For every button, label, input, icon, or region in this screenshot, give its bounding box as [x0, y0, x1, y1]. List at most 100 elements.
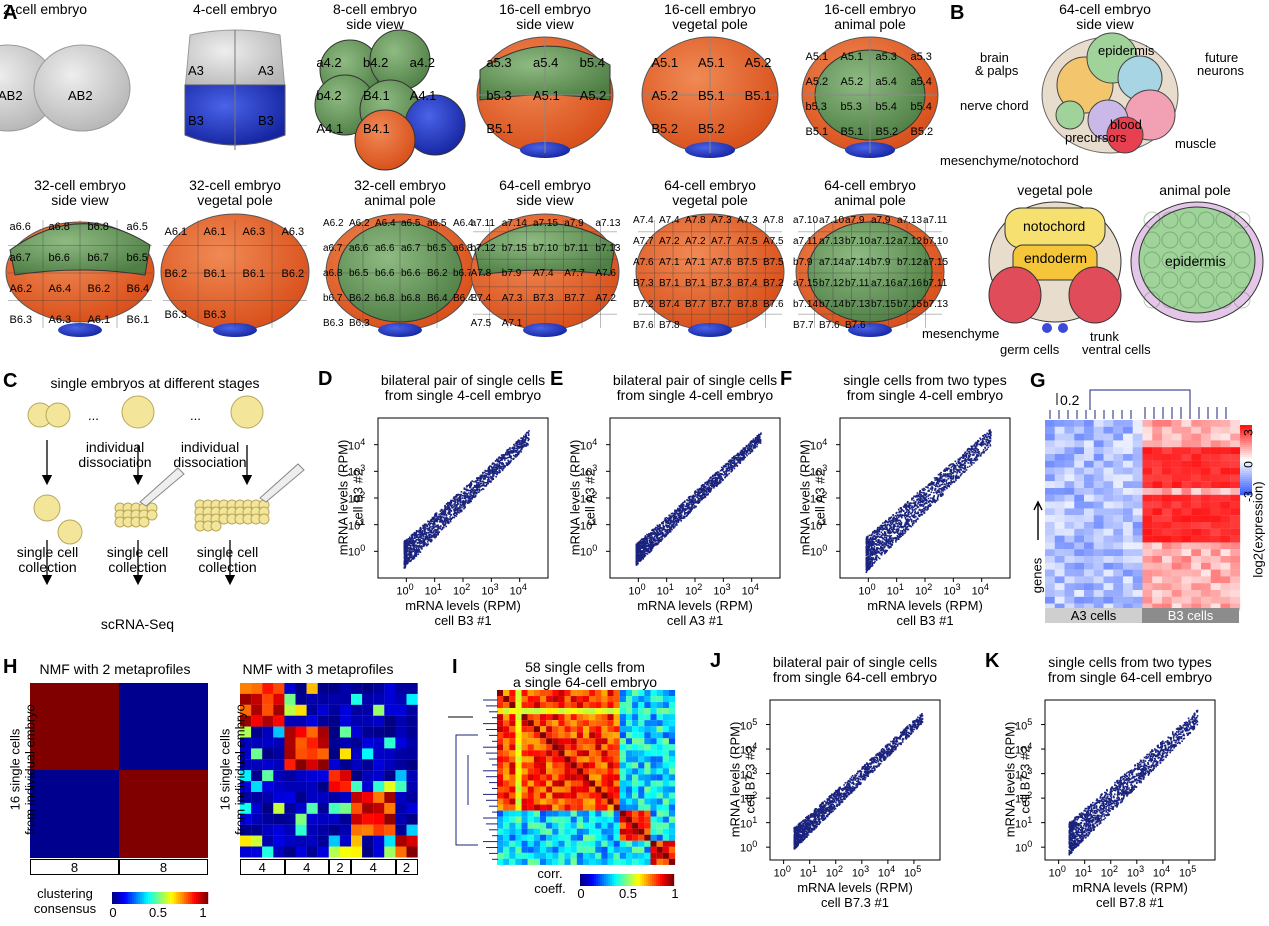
- data-point: [418, 541, 421, 544]
- data-point: [904, 512, 907, 514]
- data-point: [654, 538, 656, 540]
- data-point: [448, 506, 450, 508]
- data-point: [718, 475, 720, 477]
- data-point: [508, 456, 511, 458]
- data-point: [923, 512, 925, 514]
- cell-label: a7.14: [501, 217, 527, 229]
- data-point: [871, 560, 873, 563]
- data-point: [638, 551, 641, 553]
- data-point: [649, 545, 651, 547]
- data-point: [516, 449, 519, 451]
- data-point: [463, 504, 466, 507]
- cell-label: A7.1: [659, 257, 680, 269]
- data-point: [658, 538, 660, 541]
- data-point: [478, 486, 480, 489]
- data-point: [658, 537, 660, 539]
- data-point: [983, 443, 985, 445]
- data-point: [702, 496, 705, 499]
- cell-label: b6.8: [87, 220, 109, 233]
- data-point: [687, 504, 690, 507]
- data-point: [480, 488, 483, 491]
- cell-outline: [1161, 251, 1179, 269]
- data-point: [962, 457, 964, 459]
- data-point: [871, 533, 873, 535]
- data-point: [970, 449, 972, 452]
- data-point: [915, 512, 918, 515]
- data-point: [643, 554, 646, 556]
- data-point: [736, 454, 739, 457]
- cell-label: B6.1: [242, 267, 266, 280]
- data-point: [403, 551, 406, 553]
- data-point: [981, 441, 983, 443]
- data-point: [441, 515, 443, 518]
- data-point: [654, 528, 657, 530]
- data-point: [876, 555, 878, 557]
- y-axis-label: cell B3 #2: [350, 468, 366, 527]
- data-point: [641, 543, 643, 546]
- data-point: [429, 523, 432, 525]
- data-point: [460, 510, 463, 512]
- data-point: [418, 545, 421, 548]
- data-point: [673, 514, 676, 517]
- data-point: [647, 534, 650, 536]
- data-point: [747, 453, 750, 455]
- y-tick-label: 104: [348, 436, 366, 453]
- data-point: [955, 462, 958, 465]
- data-point: [641, 545, 643, 547]
- data-point: [645, 548, 648, 551]
- a2-title-5-1: animal pole: [834, 192, 906, 208]
- data-point: [937, 482, 939, 484]
- data-point: [456, 513, 458, 515]
- data-point: [939, 473, 941, 476]
- data-point: [733, 467, 736, 470]
- data-point: [976, 458, 979, 461]
- data-point: [728, 463, 730, 465]
- data-point: [447, 517, 449, 520]
- data-point: [434, 513, 436, 515]
- data-point: [437, 515, 439, 518]
- data-point: [747, 444, 750, 447]
- data-point: [651, 540, 654, 543]
- cell-label: B5.2: [910, 125, 934, 138]
- data-point: [720, 466, 723, 469]
- data-point: [752, 438, 755, 441]
- data-point: [982, 449, 985, 451]
- cell-label: B6.4: [126, 283, 150, 296]
- data-point: [739, 460, 742, 463]
- data-point: [869, 567, 871, 569]
- data-point: [444, 504, 447, 507]
- cell-outline: [1197, 211, 1215, 229]
- data-point: [947, 477, 950, 480]
- data-point: [422, 543, 425, 546]
- data-point: [897, 519, 900, 522]
- data-point: [430, 534, 433, 537]
- data-point: [934, 479, 936, 481]
- data-point: [411, 539, 413, 542]
- cell-label: B7.7: [793, 319, 814, 331]
- data-point: [500, 454, 503, 456]
- data-point: [696, 501, 699, 504]
- data-point: [727, 466, 730, 468]
- data-point: [977, 455, 980, 457]
- data-point: [647, 551, 650, 553]
- cell-outline: [1197, 231, 1215, 249]
- data-point: [432, 518, 435, 520]
- data-point: [453, 516, 456, 519]
- scatter-title: single cells from two types: [843, 372, 1007, 388]
- data-point: [686, 513, 689, 515]
- data-point: [706, 483, 708, 486]
- y-tick-label: 100: [348, 543, 366, 559]
- data-point: [888, 528, 891, 530]
- data-point: [491, 478, 493, 481]
- data-point: [478, 491, 480, 494]
- data-point: [421, 532, 423, 534]
- data-point: [413, 557, 416, 559]
- data-point: [911, 521, 913, 523]
- data-point: [964, 451, 967, 454]
- data-point: [468, 501, 470, 503]
- data-point: [888, 518, 890, 521]
- data-point: [721, 477, 723, 480]
- data-point: [635, 556, 638, 558]
- data-point: [434, 525, 437, 528]
- data-point: [751, 443, 754, 446]
